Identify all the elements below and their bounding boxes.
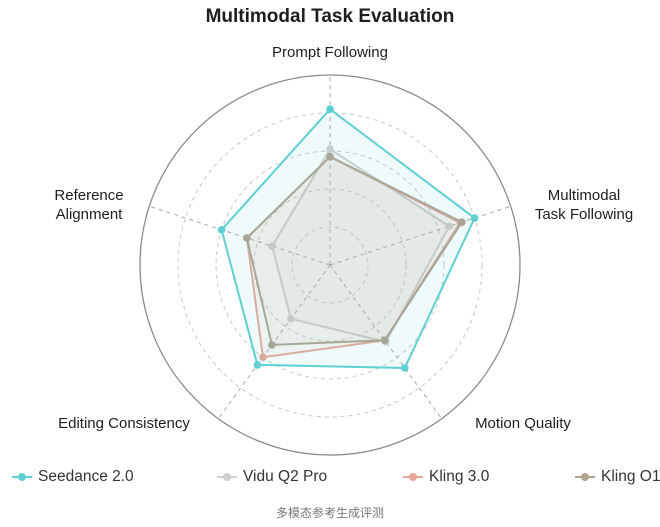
data-point bbox=[401, 364, 409, 372]
grid-ring bbox=[291, 226, 369, 304]
data-point bbox=[243, 234, 251, 242]
legend-label: Kling O1 bbox=[601, 468, 660, 485]
data-point bbox=[445, 222, 454, 231]
data-point bbox=[470, 214, 479, 222]
data-point bbox=[268, 341, 276, 349]
legend: Seedance 2.0 Vidu Q2 Pro Kling 3.0 Kling O1 bbox=[0, 468, 660, 492]
caption: 多模态参考生成评测 bbox=[275, 506, 384, 520]
axis-label: Motion Quality bbox=[475, 415, 571, 432]
radar-series bbox=[217, 105, 479, 372]
legend-item-seedance-2-0: Seedance 2.0 bbox=[12, 468, 134, 486]
axis-labels: Prompt Following Multimodal Task Following… bbox=[54, 44, 633, 432]
data-point bbox=[253, 361, 262, 369]
legend-swatch bbox=[403, 471, 423, 483]
grid-ring bbox=[253, 188, 407, 342]
chart-title: Multimodal Task Evaluation bbox=[205, 6, 455, 27]
legend-item-kling-3-0: Kling 3.0 bbox=[403, 468, 489, 486]
legend-swatch bbox=[12, 471, 32, 483]
legend-swatch bbox=[575, 471, 595, 483]
data-point bbox=[287, 314, 295, 323]
legend-item-vidu-q2-pro: Vidu Q2 Pro bbox=[217, 468, 327, 486]
data-point bbox=[380, 336, 389, 345]
legend-label: Kling 3.0 bbox=[429, 468, 490, 485]
series-kling-o1 bbox=[243, 152, 466, 349]
axis-label: Alignment bbox=[56, 206, 124, 223]
grid-ring bbox=[139, 74, 521, 456]
legend-label: Seedance 2.0 bbox=[38, 468, 134, 485]
axis-label: Reference bbox=[54, 187, 123, 204]
legend-swatch bbox=[217, 471, 237, 483]
radar-grid bbox=[139, 74, 521, 456]
data-point bbox=[217, 225, 226, 234]
data-point bbox=[458, 218, 466, 226]
axis-label: Task Following bbox=[535, 206, 633, 223]
axis-label: Editing Consistency bbox=[58, 415, 190, 432]
series-polygon bbox=[271, 148, 451, 343]
legend-label: Vidu Q2 Pro bbox=[243, 468, 328, 485]
data-point bbox=[268, 242, 276, 251]
axis-label: Prompt Following bbox=[272, 44, 388, 61]
data-point bbox=[326, 145, 334, 153]
legend-item-kling-o1: Kling O1 bbox=[575, 468, 660, 486]
series-polygon bbox=[245, 155, 463, 346]
data-point bbox=[326, 152, 334, 161]
data-point bbox=[326, 105, 334, 113]
axis-label: Multimodal bbox=[548, 187, 621, 204]
series-polygon bbox=[220, 108, 476, 369]
data-point bbox=[259, 353, 267, 362]
series-seedance-2-0 bbox=[217, 105, 479, 372]
